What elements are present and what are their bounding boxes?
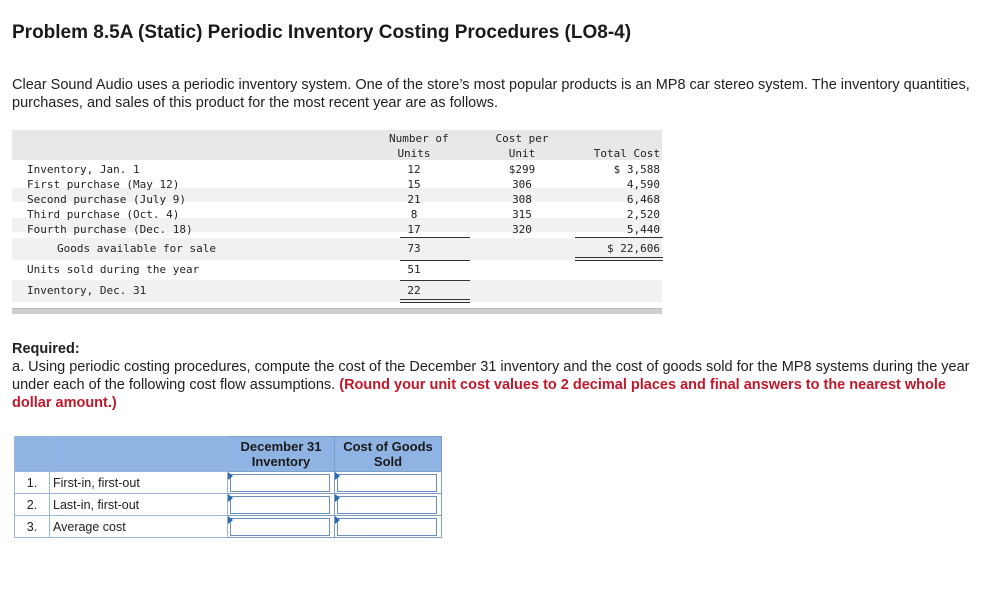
answer-table: December 31 Inventory Cost of Goods Sold… [14,436,442,538]
cost-header-line2: Unit [508,147,536,160]
row-total: 5,440 [626,223,660,236]
available-total: $ 22,606 [607,242,660,255]
problem-intro: Clear Sound Audio uses a periodic invent… [12,77,970,111]
required-heading: Required: [12,341,80,357]
input-flag-icon [228,516,233,524]
row-total: 4,590 [626,178,660,191]
row-units: 15 [407,178,421,191]
input-flag-icon [228,472,233,480]
lifo-cogs-input[interactable] [337,495,437,514]
row-units: 8 [410,208,418,221]
method-label: First-in, first-out [49,471,228,494]
fifo-inventory-cell [227,471,335,494]
ending-units: 22 [407,284,421,297]
input-flag-icon [228,494,233,502]
row-label: Inventory, Jan. 1 [27,163,140,176]
fifo-cogs-input[interactable] [337,473,437,492]
sold-label: Units sold during the year [27,263,200,276]
row-band [12,280,662,302]
required-section: Required: a. Using periodic costing proc… [12,340,972,412]
average-inventory-cell [227,515,335,538]
units-header-line1: Number of [389,132,449,145]
row-units: 17 [407,223,421,236]
row-label: Second purchase (July 9) [27,193,186,206]
row-total: $ 3,588 [613,163,660,176]
row-cost: 308 [512,193,532,206]
header-text: Cost of Goods [343,439,433,454]
answer-header-blank [49,436,228,472]
row-units: 21 [407,193,421,206]
ending-label: Inventory, Dec. 31 [27,284,147,297]
row-cost: 315 [512,208,532,221]
table-header-band [12,130,662,160]
header-text: December 31 [240,439,322,454]
row-cost: $299 [508,163,536,176]
table-row: 2. Last-in, first-out [14,493,442,516]
row-label: First purchase (May 12) [27,178,180,191]
row-label: Third purchase (Oct. 4) [27,208,180,221]
units-header-line2: Units [397,147,431,160]
table-bottom-rule [12,308,662,314]
input-flag-icon [335,494,340,502]
header-text: Inventory [251,454,311,469]
fifo-cogs-cell [334,471,442,494]
total-subtotal-rule [575,237,663,238]
row-cost: 306 [512,178,532,191]
row-total: 2,520 [626,208,660,221]
row-number: 3. [14,515,50,538]
row-band [12,218,662,232]
row-number: 1. [14,471,50,494]
row-label: Fourth purchase (Dec. 18) [27,223,193,236]
total-double-rule [575,257,663,261]
average-cogs-input[interactable] [337,517,437,536]
row-number: 2. [14,493,50,516]
average-inventory-input[interactable] [230,517,330,536]
problem-title: Problem 8.5A (Static) Periodic Inventory… [12,22,632,43]
available-units: 73 [407,242,421,255]
ending-double-rule [400,299,470,303]
units-rule [400,260,470,261]
units-rule [400,280,470,281]
lifo-inventory-cell [227,493,335,516]
table-row: 1. First-in, first-out [14,471,442,494]
rounding-note: (Round your unit cost values to 2 decima… [12,377,946,411]
answer-header-blank [14,436,50,472]
method-label: Average cost [49,515,228,538]
input-flag-icon [335,472,340,480]
table-row: 3. Average cost [14,515,442,538]
cogs-header: Cost of Goods Sold [334,436,442,472]
cost-header-line1: Cost per [495,132,549,145]
fifo-inventory-input[interactable] [230,473,330,492]
row-band [12,238,662,260]
units-subtotal-rule [400,237,470,238]
part-a-text: a. Using periodic costing procedures, co… [12,359,970,393]
average-cogs-cell [334,515,442,538]
december-inventory-header: December 31 Inventory [227,436,335,472]
row-cost: 320 [512,223,532,236]
available-label: Goods available for sale [57,242,216,255]
lifo-inventory-input[interactable] [230,495,330,514]
method-label: Last-in, first-out [49,493,228,516]
row-total: 6,468 [626,193,660,206]
row-units: 12 [407,163,421,176]
row-band [12,188,662,202]
input-flag-icon [335,516,340,524]
lifo-cogs-cell [334,493,442,516]
sold-units: 51 [407,263,421,276]
header-text: Sold [373,454,403,469]
total-header: Total Cost [593,147,660,160]
inventory-table: Number of Units Cost per Unit Total Cost… [12,130,663,314]
